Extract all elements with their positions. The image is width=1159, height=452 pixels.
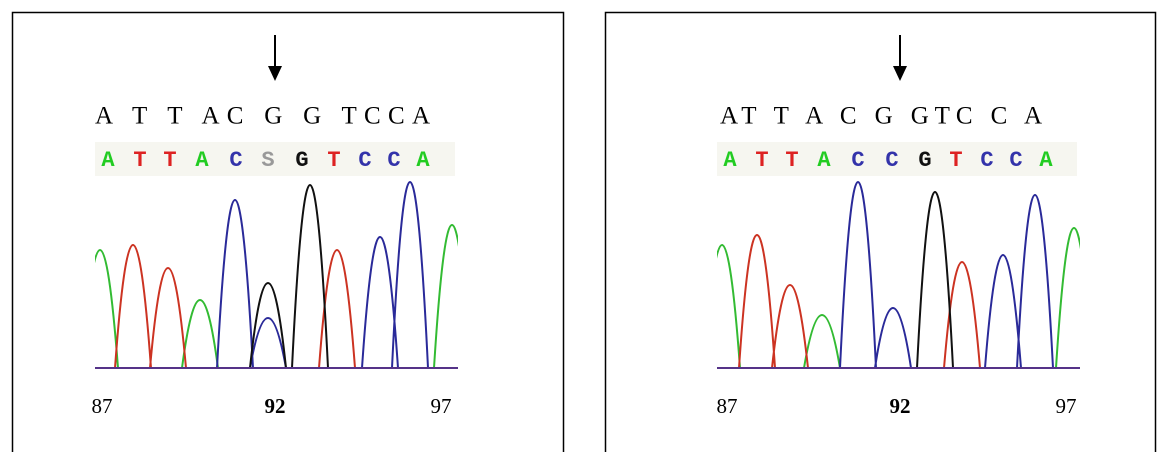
base-call: T	[133, 148, 146, 173]
position-label: 92	[890, 394, 911, 418]
panel: A T T AC G G TCCA A T T A C S G T C C A …	[13, 13, 564, 452]
panel-frame	[13, 13, 564, 452]
figure: A T T AC G G TCCA A T T A C S G T C C A …	[0, 0, 1159, 452]
base-call: G	[918, 148, 931, 173]
base-call: C	[851, 148, 864, 173]
base-call: T	[785, 148, 798, 173]
position-label: 97	[431, 394, 452, 418]
position-label: 87	[92, 394, 113, 418]
base-call: T	[949, 148, 962, 173]
base-call: C	[387, 148, 400, 173]
base-call: T	[327, 148, 340, 173]
base-call: A	[195, 148, 209, 173]
base-call: C	[980, 148, 993, 173]
position-label: 92	[265, 394, 286, 418]
call-background	[95, 142, 455, 176]
base-call: A	[416, 148, 430, 173]
chromatogram	[82, 182, 470, 368]
base-call: T	[163, 148, 176, 173]
base-call: C	[1009, 148, 1022, 173]
base-call: A	[723, 148, 737, 173]
arrow	[893, 35, 907, 81]
base-call: S	[261, 148, 274, 173]
sequence: AT T A C G GTC C A	[720, 103, 1042, 130]
page: A T T AC G G TCCA A T T A C S G T C C A …	[0, 0, 1159, 452]
position-label: 97	[1056, 394, 1077, 418]
base-call: T	[755, 148, 768, 173]
base-call: G	[295, 148, 308, 173]
base-call: A	[101, 148, 115, 173]
chromatogram	[704, 182, 1092, 368]
position-label: 87	[717, 394, 738, 418]
base-call: A	[1039, 148, 1053, 173]
panel-frame	[606, 13, 1156, 452]
sequence: A T T AC G G TCCA	[95, 103, 430, 130]
base-call: C	[358, 148, 371, 173]
base-call: C	[885, 148, 898, 173]
arrow	[268, 35, 282, 81]
base-call: C	[229, 148, 242, 173]
panel: AT T A C G GTC C A A T T A C C G T C C A…	[606, 13, 1156, 452]
base-call: A	[817, 148, 831, 173]
